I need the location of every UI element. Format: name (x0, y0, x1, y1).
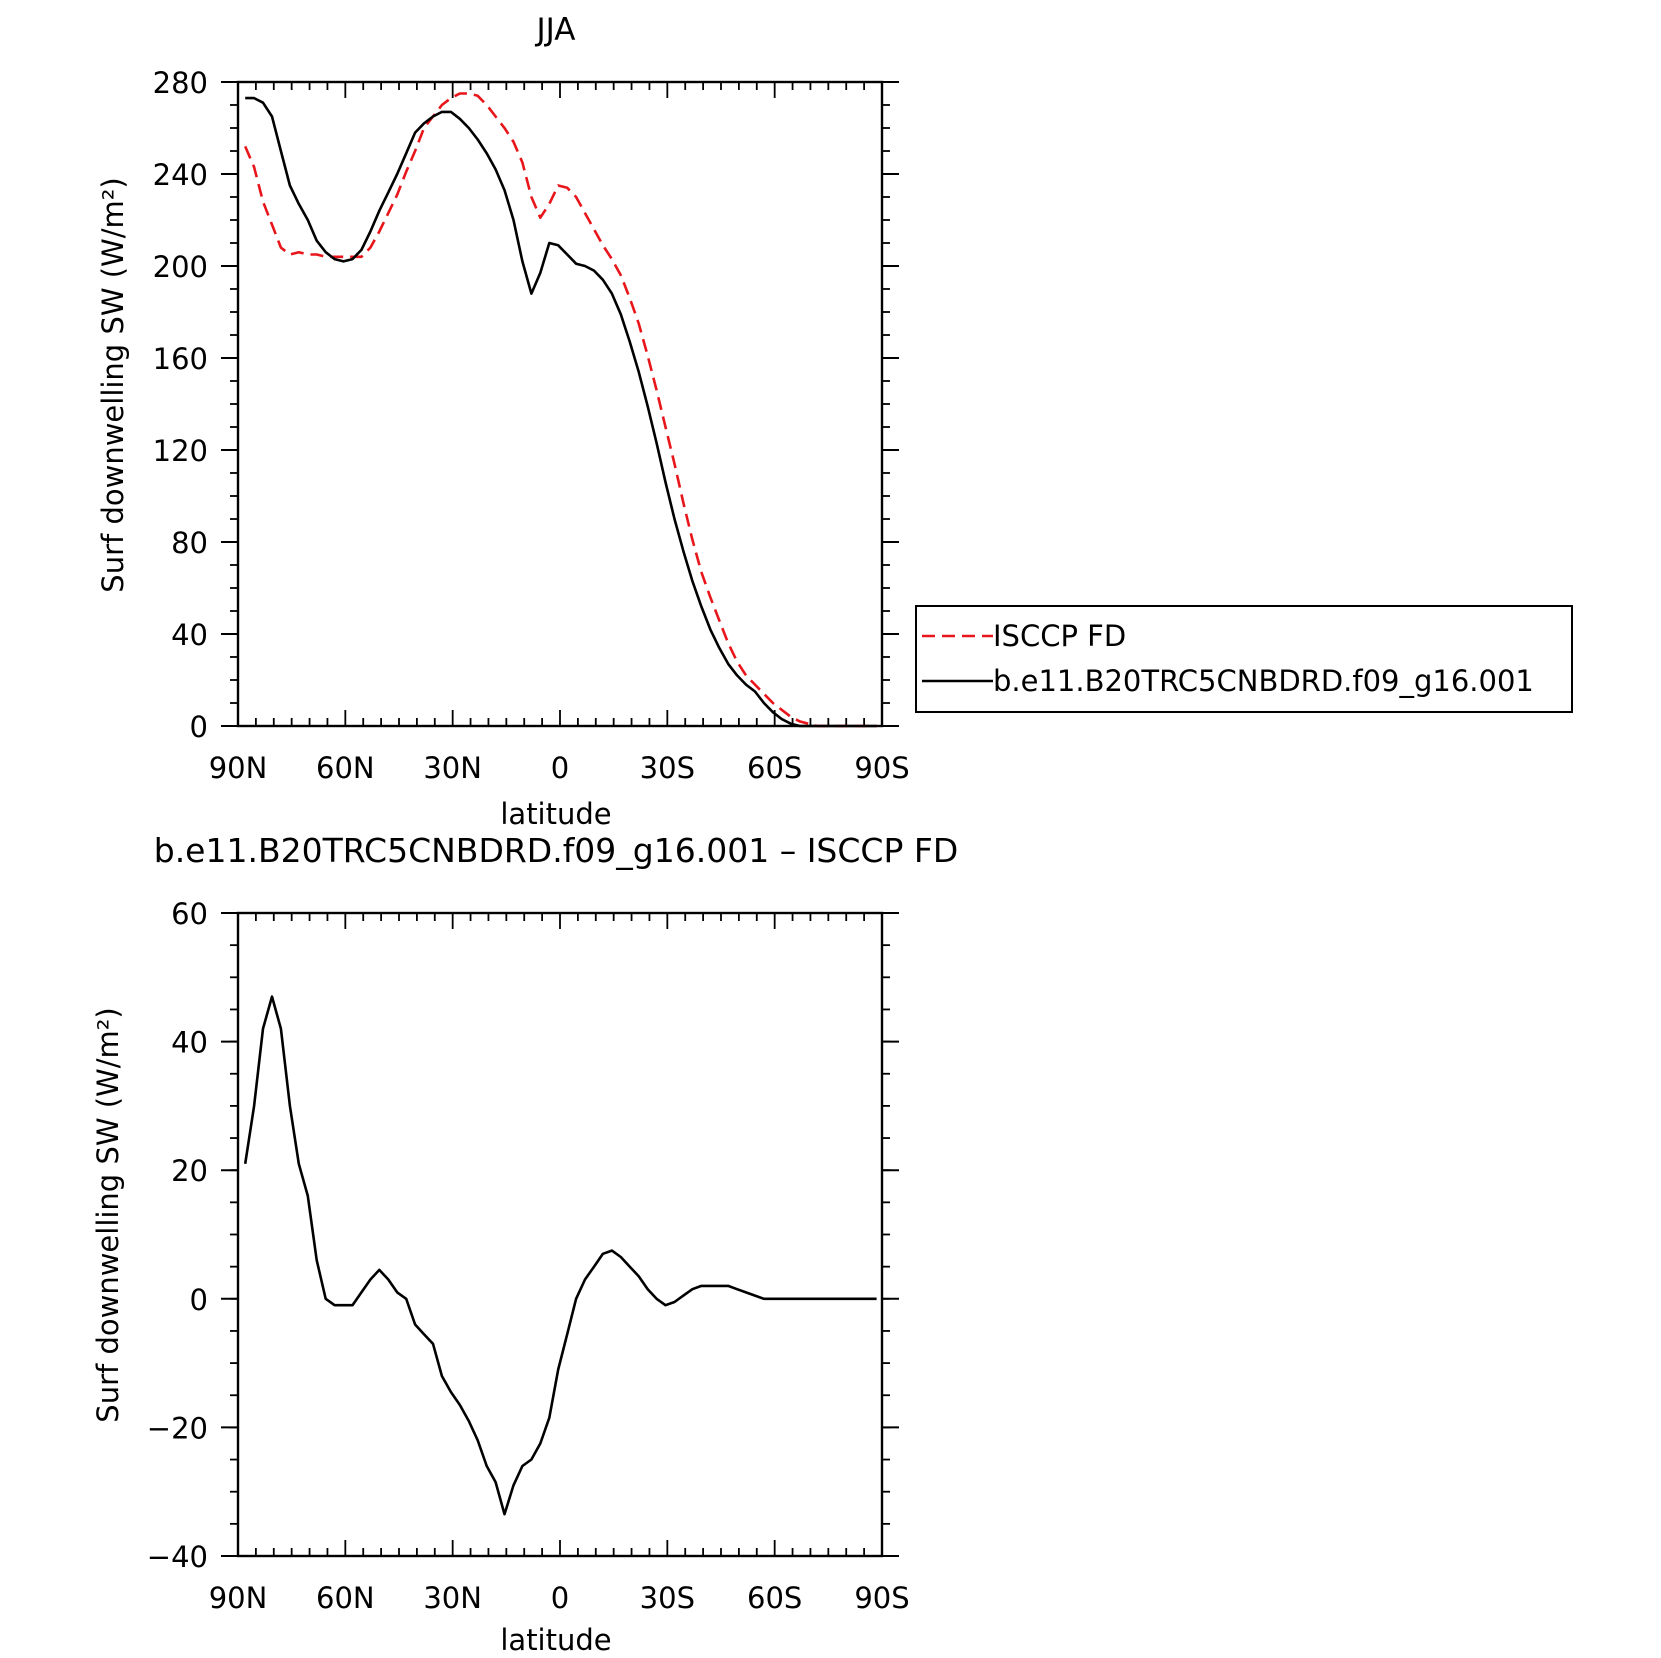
bottom-x-tick-label: 90S (854, 1581, 909, 1615)
bottom-x-tick-label: 30N (423, 1581, 482, 1615)
bottom-y-tick-label: 0 (190, 1283, 208, 1317)
legend-box (915, 605, 1573, 713)
top-panel-title: JJA (535, 12, 576, 48)
top-x-tick-label: 30S (640, 751, 695, 785)
bottom-panel: b.e11.B20TRC5CNBDRD.f09_g16.001 – ISCCP … (91, 831, 958, 1657)
legend-label-model: b.e11.B20TRC5CNBDRD.f09_g16.001 (993, 664, 1534, 698)
bottom-plot-area: 90N 60N 30N 0 30S 60S 90S −40 −20 0 20 40 60 (147, 897, 910, 1615)
legend: ISCCP FD b.e11.B20TRC5CNBDRD.f09_g16.001 (915, 605, 1573, 713)
bottom-x-tick-label: 30S (640, 1581, 695, 1615)
bottom-y-tick-label: 40 (171, 1026, 208, 1060)
top-y-tick-label: 40 (171, 618, 208, 652)
bottom-y-tick-label: 60 (171, 897, 208, 931)
top-x-tick-label: 0 (551, 751, 569, 785)
top-x-tick-label: 30N (423, 751, 482, 785)
bottom-y-axis-label: Surf downwelling SW (W/m²) (91, 1007, 125, 1422)
top-y-tick-label: 160 (153, 342, 208, 376)
top-y-tick-label: 120 (153, 434, 208, 468)
top-series-line-model (245, 96, 877, 728)
top-series-line-isccp-fd (244, 92, 877, 728)
bottom-x-tick-label: 60S (747, 1581, 802, 1615)
bottom-x-tick-label: 60N (316, 1581, 375, 1615)
bottom-plot-frame (236, 911, 884, 1558)
top-y-tick-label: 200 (153, 250, 208, 284)
bottom-x-axis-label: latitude (500, 1623, 611, 1657)
top-x-tick-label: 60N (316, 751, 375, 785)
top-y-tick-label: 0 (190, 710, 208, 744)
bottom-y-tick-label: −20 (147, 1411, 208, 1445)
bottom-y-tick-label: 20 (171, 1154, 208, 1188)
bottom-panel-title: b.e11.B20TRC5CNBDRD.f09_g16.001 – ISCCP … (154, 831, 959, 870)
top-x-tick-label: 90S (854, 751, 909, 785)
top-y-tick-label: 80 (171, 526, 208, 560)
legend-label-isccp-fd: ISCCP FD (993, 619, 1126, 653)
top-y-tick-label: 240 (153, 158, 208, 192)
bottom-x-tick-label: 0 (551, 1581, 569, 1615)
top-plot-frame (236, 80, 884, 728)
top-x-axis-label: latitude (500, 797, 611, 831)
top-y-tick-label: 280 (153, 66, 208, 100)
top-x-tick-label: 60S (747, 751, 802, 785)
top-x-tick-label: 90N (209, 751, 268, 785)
bottom-series-line-model (243, 995, 877, 1516)
bottom-x-tick-label: 90N (209, 1581, 268, 1615)
top-panel: JJA 90N 60N 30N 0 30S 60S 90S 0 40 80 120 160 200 240… (96, 12, 1573, 831)
top-y-axis-label: Surf downwelling SW (W/m²) (96, 177, 130, 592)
top-plot-area: 90N 60N 30N 0 30S 60S 90S 0 40 80 120 160 200 240 280 (153, 66, 910, 785)
bottom-y-tick-label: −40 (147, 1540, 208, 1574)
